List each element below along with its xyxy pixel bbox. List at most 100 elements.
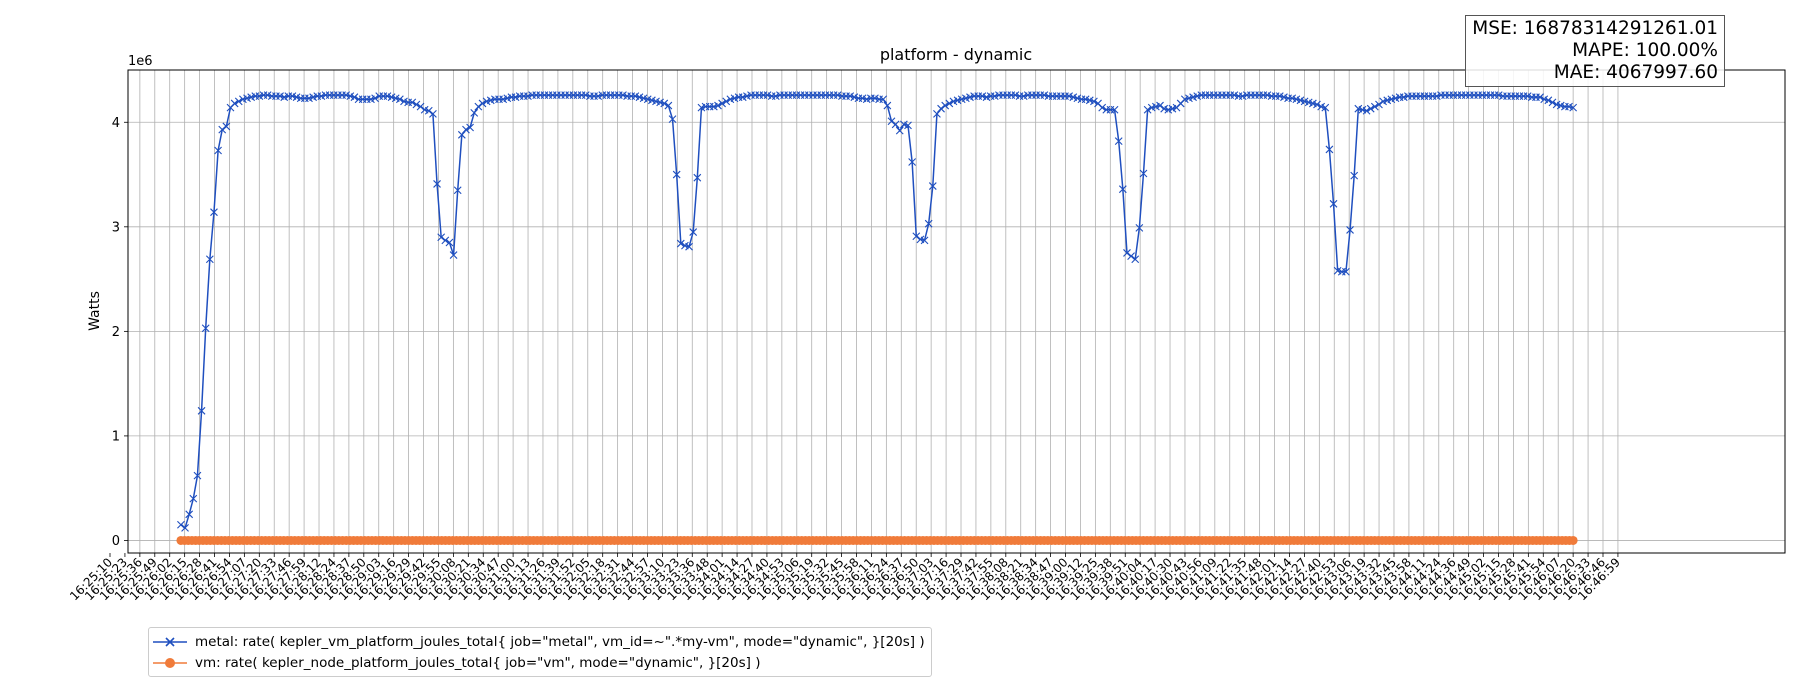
series-metal-point bbox=[457, 130, 466, 139]
legend-label-vm: vm: rate( kepler_node_platform_joules_to… bbox=[195, 654, 761, 671]
series-metal-point bbox=[891, 120, 900, 129]
y-tick-label: 3 bbox=[112, 220, 120, 235]
circle-marker-icon bbox=[153, 657, 187, 668]
series-metal-point bbox=[462, 125, 470, 134]
series-metal-point bbox=[441, 236, 450, 245]
series-metal-point bbox=[887, 117, 896, 126]
y-axis-label: Watts bbox=[87, 291, 103, 331]
series-metal-point bbox=[883, 101, 892, 110]
series-metal-point bbox=[1118, 185, 1127, 194]
chart-title: platform - dynamic bbox=[880, 45, 1032, 64]
series-metal-point bbox=[1342, 267, 1350, 276]
y-tick-label: 4 bbox=[112, 116, 120, 131]
series-metal-point bbox=[177, 520, 185, 529]
series-metal-point bbox=[1135, 223, 1144, 232]
series-metal-point bbox=[218, 125, 227, 134]
series-metal-point bbox=[1329, 199, 1338, 208]
series-vm bbox=[176, 535, 1578, 545]
series-metal-point bbox=[416, 102, 425, 111]
metrics-box: MSE: 16878314291261.01 MAPE: 100.00% MAE… bbox=[1465, 15, 1725, 87]
series-metal-point bbox=[664, 101, 673, 110]
series-metal-point bbox=[222, 122, 231, 131]
series-metal-point bbox=[908, 158, 917, 166]
series-metal-point bbox=[181, 524, 189, 532]
series-metal-point bbox=[1313, 100, 1321, 109]
series-metal-point bbox=[1569, 103, 1578, 112]
mae-text: MAE: 4067997.60 bbox=[1553, 62, 1718, 83]
series-metal-point bbox=[928, 182, 937, 190]
series-metal-point bbox=[185, 510, 194, 519]
series-metal-point bbox=[714, 101, 722, 110]
series-metal-point bbox=[205, 255, 214, 264]
series-metal-point bbox=[1090, 97, 1098, 106]
series-metal-point bbox=[904, 121, 912, 130]
y-tick-label: 1 bbox=[112, 429, 120, 444]
legend: metal: rate( kepler_vm_platform_joules_t… bbox=[148, 627, 932, 677]
series-metal-point bbox=[920, 236, 929, 245]
series-metal-point bbox=[937, 104, 945, 113]
series-metal-point bbox=[424, 106, 433, 115]
series-metal-point bbox=[474, 102, 483, 111]
series-metal-point bbox=[1548, 98, 1557, 107]
series-metal-point bbox=[201, 324, 210, 333]
series-metal-point bbox=[1127, 252, 1135, 260]
series-metal-point bbox=[1375, 100, 1383, 109]
series-metal-point bbox=[685, 242, 693, 251]
series-metal-point bbox=[433, 180, 441, 188]
series-metal-point bbox=[924, 219, 933, 228]
series-metal bbox=[177, 91, 1578, 532]
series-metal-point bbox=[689, 228, 698, 236]
series-metal-point bbox=[1139, 169, 1148, 178]
series-metal-point bbox=[478, 99, 487, 108]
series-metal-point bbox=[214, 146, 222, 155]
series-metal-point bbox=[895, 126, 904, 135]
series-metal-point bbox=[395, 95, 404, 104]
series-metal-point bbox=[1536, 93, 1544, 102]
series-metal-point bbox=[1321, 103, 1330, 112]
y-tick-label: 0 bbox=[112, 534, 120, 549]
legend-item-metal: metal: rate( kepler_vm_platform_joules_t… bbox=[153, 631, 925, 652]
mape-text: MAPE: 100.00% bbox=[1572, 40, 1718, 61]
series-metal-point bbox=[1370, 102, 1379, 111]
series-metal-point bbox=[941, 101, 950, 110]
series-metal-point bbox=[449, 251, 458, 259]
y-axis: 0 1 2 3 4 bbox=[112, 116, 128, 549]
series-metal-point bbox=[945, 99, 954, 108]
y-offset-label: 1e6 bbox=[128, 54, 153, 69]
series-metal-point bbox=[1143, 105, 1152, 114]
series-metal-point bbox=[1362, 106, 1371, 115]
series-metal-point bbox=[668, 115, 677, 124]
series-metal-point bbox=[672, 170, 681, 179]
series-metal-point bbox=[933, 110, 941, 118]
series-metal-point bbox=[371, 94, 379, 103]
series-metal-point bbox=[412, 100, 421, 109]
series-metal-point bbox=[1544, 96, 1553, 105]
series-metal-point bbox=[193, 471, 202, 480]
series-metal-point bbox=[453, 186, 462, 195]
series-metal-point bbox=[722, 97, 731, 106]
legend-item-vm: vm: rate( kepler_node_platform_joules_to… bbox=[153, 652, 925, 673]
series-metal-point bbox=[437, 233, 446, 242]
series-metal-point bbox=[445, 238, 454, 247]
series-metal-point bbox=[1366, 104, 1375, 113]
series-metal-point bbox=[408, 98, 417, 107]
series-metal-point bbox=[1346, 226, 1354, 234]
series-metal-point bbox=[466, 123, 474, 132]
series-metal-point bbox=[197, 406, 206, 415]
grid bbox=[128, 70, 1785, 553]
series-vm-point bbox=[1568, 535, 1578, 545]
series-metal-point bbox=[210, 208, 218, 217]
series-metal-point bbox=[879, 95, 888, 104]
mse-text: MSE: 16878314291261.01 bbox=[1472, 18, 1718, 39]
series-metal-point bbox=[1123, 249, 1131, 257]
series-metal-point bbox=[1110, 105, 1119, 114]
series-metal-point bbox=[1325, 145, 1334, 154]
x-axis: 16:25:1016:25:2316:25:3616:25:4916:26:02… bbox=[67, 553, 1623, 603]
series-metal-point bbox=[429, 110, 437, 118]
series-metal-point bbox=[912, 232, 921, 241]
plot-frame bbox=[127, 69, 1786, 554]
y-tick-label: 2 bbox=[112, 325, 120, 340]
series-layer bbox=[176, 91, 1578, 545]
series-metal-point bbox=[350, 93, 359, 102]
